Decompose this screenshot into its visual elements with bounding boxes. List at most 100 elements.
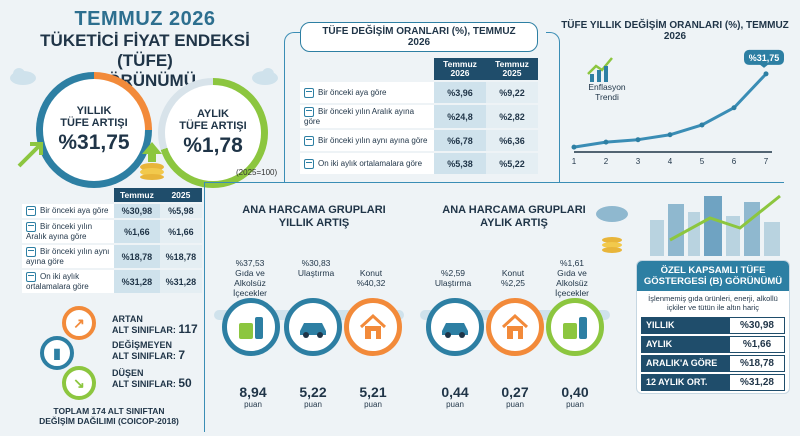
data-point (635, 137, 641, 143)
end-value-label: %31,75 (749, 53, 780, 63)
section-subtitle: AYLIK ARTIŞ (480, 217, 548, 229)
annual-kpi-value: %31,75 (58, 131, 130, 154)
data-point (571, 144, 577, 150)
connector-line (284, 32, 304, 182)
group-points-value: 5,22 (299, 384, 327, 400)
annual-change-line-chart: 1 2 3 4 5 6 7 %31,75 (571, 49, 784, 166)
row-value: %5,98 (159, 204, 202, 218)
group-caption: %30,83 Ulaştırma (288, 258, 344, 278)
special-row: AYLIK %1,66 (641, 336, 785, 353)
row-value: %6,78 (434, 130, 486, 151)
x-tick-label: 1 (572, 157, 577, 166)
connector-line (204, 182, 784, 183)
special-row: ARALIK'A GÖRE %18,78 (641, 355, 785, 372)
up-sub: ALT SINIFLAR: (112, 325, 176, 335)
table-row: On iki aylık ortalamalara göre %5,38 %5,… (300, 153, 538, 174)
x-tick-label: 4 (668, 157, 673, 166)
group-points: 5,21 puan (348, 384, 398, 409)
left-change-table: Temmuz 2025 Bir önceki aya göre %30,98 %… (22, 186, 202, 295)
row-value: %1,66 (159, 220, 202, 243)
annual-kpi: YILLIK TÜFE ARTIŞI %31,75 (43, 79, 145, 181)
monthly-kpi-value: %1,78 (183, 134, 243, 157)
monthly-kpi-ring: AYLIK TÜFE ARTIŞI %1,78 (158, 78, 268, 188)
down-sub: ALT SINIFLAR: (112, 379, 176, 389)
row-value: %6,36 (486, 130, 538, 151)
down-value: 50 (178, 376, 192, 390)
cloud-icon (252, 68, 278, 85)
group-pct: %30,83 (301, 258, 331, 268)
trend-bar (604, 66, 608, 82)
row-label: Bir önceki aya göre (40, 206, 109, 216)
rising-arrow-icon (17, 142, 43, 168)
same-sub: ALT SINIFLAR: (112, 351, 176, 361)
group-name: Konut (501, 268, 525, 278)
monthly-kpi: AYLIK TÜFE ARTIŞI %1,78 (165, 85, 261, 181)
tufe-col2: Temmuz 2025 (486, 58, 538, 80)
page-title: TEMMUZ 2026 (74, 8, 216, 30)
special-row-label: AYLIK (641, 336, 729, 353)
connector-line (546, 32, 560, 182)
group-circle (222, 298, 280, 356)
section-subtitle: YILLIK ARTIŞ (278, 217, 350, 229)
calendar-icon (304, 87, 314, 98)
special-row: 12 AYLIK ORT. %31,28 (641, 374, 785, 391)
group-caption: Konut %2,25 (488, 268, 538, 288)
row-value: %1,66 (114, 220, 160, 243)
row-value: %3,96 (434, 82, 486, 103)
group-name: Gıda ve Alkolsüz İçecekler (232, 268, 267, 298)
group-points-value: 0,27 (501, 384, 529, 400)
row-value: %24,8 (434, 105, 486, 128)
group-pct: %37,53 (235, 258, 265, 268)
car-icon (300, 323, 326, 338)
group-caption: %1,61 Gıda ve Alkolsüz İçecekler (544, 258, 600, 298)
group-caption: %37,53 Gıda ve Alkolsüz İçecekler (220, 258, 280, 298)
group-points-value: 8,94 (239, 384, 267, 400)
x-tick-label: 6 (732, 157, 737, 166)
data-point (699, 122, 705, 128)
left-table-col1: Temmuz (114, 188, 160, 202)
data-point (731, 105, 737, 111)
group-circle (284, 298, 342, 356)
group-points-unit: puan (506, 400, 524, 409)
bar-chart-icon: ▮ (40, 336, 74, 370)
end-value-badge (744, 49, 784, 65)
group-caption: %2,59 Ulaştırma (428, 268, 478, 288)
annual-kpi-label: YILLIK (76, 105, 112, 117)
special-index-desc: İşlenmemiş gıda ürünleri, enerji, alkoll… (648, 294, 778, 312)
x-tick-label: 7 (764, 157, 769, 166)
group-circle (426, 298, 484, 356)
section-title: ANA HARCAMA GRUPLARI (442, 204, 586, 216)
tufe-change-panel: TÜFE DEĞİŞİM ORANLARI (%), TEMMUZ 2026 T… (300, 22, 538, 176)
row-value: %9,22 (486, 82, 538, 103)
calendar-icon (26, 206, 36, 216)
row-value: %5,38 (434, 153, 486, 174)
special-row-label: YILLIK (641, 317, 729, 334)
city-skyline-icon (650, 194, 781, 256)
row-value: %31,28 (159, 270, 202, 293)
up-label: ARTAN (112, 314, 143, 324)
group-name: Gıda ve Alkolsüz İçecekler (554, 268, 589, 298)
down-subclasses: DÜŞEN ALT SINIFLAR: 50 (112, 368, 192, 389)
special-row-value: %31,28 (729, 374, 785, 391)
table-row: Bir önceki yılın Aralık ayına göre %1,66… (22, 220, 202, 243)
row-label: Bir önceki yılın aynı ayına göre (318, 135, 428, 145)
group-points: 0,27 puan (490, 384, 540, 409)
group-points-unit: puan (566, 400, 584, 409)
group-circle (546, 298, 604, 356)
car-icon (442, 323, 468, 338)
group-pct: %2,25 (500, 278, 526, 288)
row-label: Bir önceki aya göre (318, 87, 387, 97)
trend-bar (597, 70, 601, 82)
chart-annotation: Enflasyon Trendi (588, 82, 626, 102)
up-subclasses: ARTAN ALT SINIFLAR: 117 (112, 314, 198, 335)
special-row: YILLIK %30,98 (641, 317, 785, 334)
table-row: On iki aylık ortalamalara göre %31,28 %3… (22, 270, 202, 293)
annual-groups-title: ANA HARCAMA GRUPLARI YILLIK ARTIŞ (224, 204, 404, 230)
row-label: Bir önceki yılın aynı ayına göre (26, 247, 110, 266)
special-row-label: 12 AYLIK ORT. (641, 374, 729, 391)
same-label: DEĞİŞMEYEN (112, 340, 173, 350)
tufe-change-title: TÜFE DEĞİŞİM ORANLARI (%), TEMMUZ 2026 (300, 22, 538, 52)
table-row: Bir önceki yılın aynı ayına göre %18,78 … (22, 245, 202, 268)
group-points-unit: puan (446, 400, 464, 409)
chart-title: TÜFE YILLIK DEĞİŞİM ORANLARI (%), TEMMUZ… (561, 20, 789, 42)
